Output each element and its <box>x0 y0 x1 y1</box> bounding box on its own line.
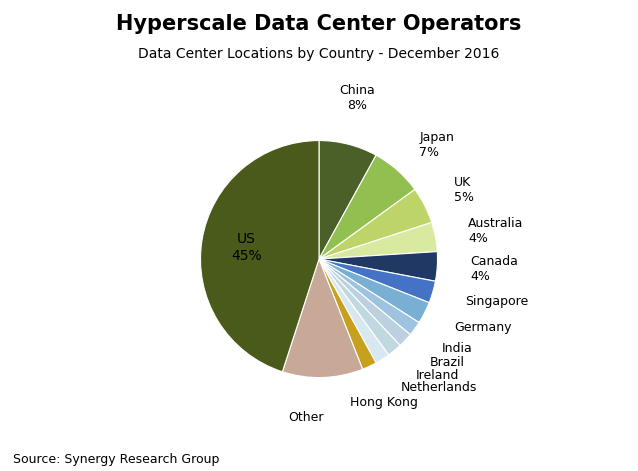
Wedge shape <box>319 259 376 369</box>
Text: Other: Other <box>288 411 323 424</box>
Wedge shape <box>319 252 438 281</box>
Wedge shape <box>319 222 437 259</box>
Wedge shape <box>319 155 415 259</box>
Text: UK
5%: UK 5% <box>454 176 474 204</box>
Text: Canada
4%: Canada 4% <box>470 254 518 283</box>
Text: Singapore: Singapore <box>464 295 528 308</box>
Wedge shape <box>319 259 435 303</box>
Text: Japan
7%: Japan 7% <box>419 131 454 159</box>
Text: China
8%: China 8% <box>339 84 375 112</box>
Wedge shape <box>319 259 429 323</box>
Wedge shape <box>319 259 410 345</box>
Text: Germany: Germany <box>454 321 512 334</box>
Text: US
45%: US 45% <box>231 233 262 263</box>
Wedge shape <box>200 140 319 372</box>
Wedge shape <box>283 259 362 378</box>
Wedge shape <box>319 189 432 259</box>
Text: Brazil: Brazil <box>429 357 464 369</box>
Wedge shape <box>319 140 376 259</box>
Text: Netherlands: Netherlands <box>400 381 477 394</box>
Wedge shape <box>319 259 419 334</box>
Text: Ireland: Ireland <box>416 369 459 382</box>
Text: Source: Synergy Research Group: Source: Synergy Research Group <box>13 453 219 466</box>
Text: Data Center Locations by Country - December 2016: Data Center Locations by Country - Decem… <box>138 47 500 61</box>
Text: Hyperscale Data Center Operators: Hyperscale Data Center Operators <box>116 14 522 34</box>
Text: Australia
4%: Australia 4% <box>468 217 523 244</box>
Wedge shape <box>319 259 389 363</box>
Wedge shape <box>319 259 400 355</box>
Text: India: India <box>441 342 473 355</box>
Text: Hong Kong: Hong Kong <box>350 396 417 409</box>
